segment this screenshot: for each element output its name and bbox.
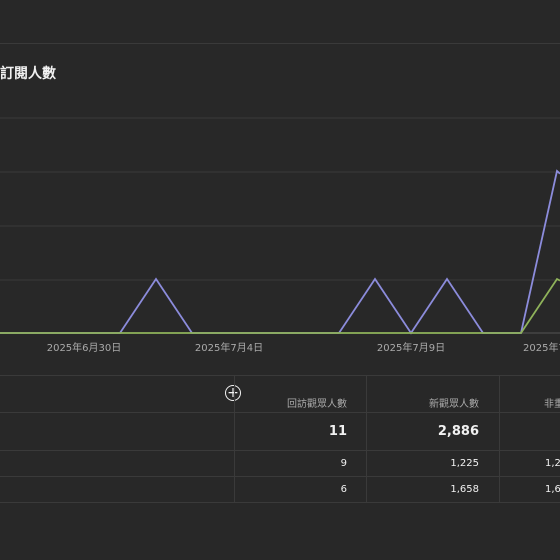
column-header-returning-viewers[interactable]: 回訪觀眾人數	[287, 399, 347, 410]
row-2-new-viewers: 1,658	[450, 484, 479, 495]
table-row-divider	[0, 450, 560, 451]
row-1-unique-viewers: 1,2	[545, 458, 560, 469]
top-divider	[0, 43, 560, 44]
series-line-1	[0, 169, 560, 335]
chart-x-ticks: 2025年6月30日 2025年7月4日 2025年7月9日 2025年7	[47, 341, 560, 354]
add-column-icon[interactable]: +	[225, 385, 241, 401]
row-2-returning-viewers: 6	[340, 484, 347, 495]
series-line-2	[0, 277, 560, 334]
x-tick-label: 2025年7	[523, 341, 560, 354]
table-top-divider	[0, 375, 560, 376]
table-row-divider	[0, 476, 560, 477]
column-header-new-viewers[interactable]: 新觀眾人數	[429, 399, 479, 410]
subscriber-line-chart: 2025年6月30日 2025年7月4日 2025年7月9日 2025年7	[0, 117, 560, 354]
table-bottom-divider	[0, 502, 560, 503]
total-returning-viewers: 11	[328, 424, 347, 439]
total-new-viewers: 2,886	[437, 424, 479, 439]
row-1-new-viewers: 1,225	[450, 458, 479, 469]
x-tick-label: 2025年7月4日	[195, 341, 263, 354]
row-1-returning-viewers: 9	[340, 458, 347, 469]
column-header-unique-viewers[interactable]: 非重	[544, 399, 560, 410]
row-2-unique-viewers: 1,6	[545, 484, 560, 495]
chart-series	[0, 169, 560, 335]
x-tick-label: 2025年6月30日	[47, 341, 122, 354]
column-divider	[366, 375, 367, 503]
x-tick-label: 2025年7月9日	[377, 341, 445, 354]
chart-gridlines	[0, 117, 560, 334]
column-divider	[234, 375, 235, 503]
chart-title: 訂閱人數	[0, 66, 56, 82]
table-header-divider	[0, 412, 560, 413]
column-divider	[499, 375, 500, 503]
